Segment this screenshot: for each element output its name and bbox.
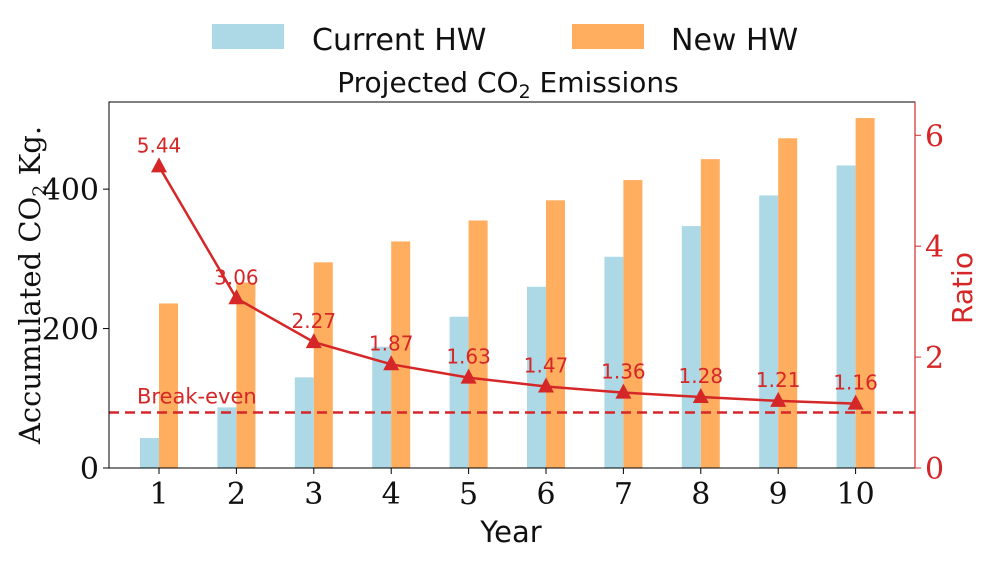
bar-new-hw-3 — [313, 262, 333, 468]
x-tick-label-5: 5 — [459, 477, 478, 512]
x-tick-label-10: 10 — [837, 477, 875, 512]
ratio-marker-year-5 — [460, 368, 477, 384]
bar-current-hw-1 — [140, 438, 159, 468]
bar-current-hw-8 — [681, 226, 701, 468]
legend-label-current-hw: Current HW — [312, 23, 486, 58]
y2-tick-label-6: 6 — [925, 119, 944, 154]
x-axis-label: Year — [479, 515, 541, 549]
x-tick-label-4: 4 — [382, 477, 401, 512]
ratio-marker-year-6 — [538, 377, 554, 393]
bar-current-hw-10 — [836, 165, 856, 468]
ratio-marker-year-4 — [383, 355, 400, 371]
bar-current-hw-6 — [527, 286, 546, 468]
x-tick-label-6: 6 — [536, 477, 555, 512]
bar-new-hw-8 — [700, 159, 720, 468]
ratio-data-label-year-8: 1.28 — [679, 364, 724, 388]
y2-axis-label: Ratio — [946, 252, 979, 324]
ratio-data-label-year-7: 1.36 — [601, 360, 646, 384]
bar-new-hw-6 — [546, 200, 565, 468]
x-tick-label-9: 9 — [769, 477, 788, 512]
ratio-line — [157, 165, 856, 405]
y-axis-left: 0 200 400 — [42, 173, 109, 487]
x-tick-label-7: 7 — [614, 477, 633, 512]
ratio-data-label-year-1: 5.44 — [137, 133, 182, 157]
ratio-marker-year-2 — [228, 289, 245, 305]
ratio-marker-year-8 — [692, 388, 709, 404]
bar-new-hw-10 — [855, 118, 875, 468]
bars-group — [140, 118, 875, 468]
bar-current-hw-9 — [759, 195, 779, 468]
ratio-data-label-year-6: 1.47 — [524, 353, 569, 377]
break-even-label: Break-even — [137, 385, 257, 409]
x-tick-label-2: 2 — [227, 477, 246, 512]
bar-new-hw-7 — [623, 180, 643, 468]
y2-tick-label-2: 2 — [925, 341, 944, 376]
legend: Current HW New HW — [212, 23, 798, 58]
bar-current-hw-2 — [217, 407, 237, 468]
legend-swatch-new-hw — [572, 24, 644, 49]
y-tick-label-200: 200 — [42, 313, 99, 348]
ratio-marker-year-3 — [305, 333, 322, 349]
bar-new-hw-9 — [778, 138, 798, 468]
ratio-marker-year-9 — [770, 391, 787, 407]
x-tick-label-3: 3 — [304, 477, 323, 512]
y2-tick-label-0: 0 — [925, 452, 944, 487]
ratio-data-label-year-2: 3.06 — [214, 265, 259, 289]
ratio-marker-year-7 — [615, 383, 632, 399]
legend-swatch-current-hw — [212, 24, 284, 49]
bar-new-hw-1 — [159, 303, 178, 468]
bar-new-hw-2 — [236, 282, 256, 468]
y-tick-label-400: 400 — [42, 173, 99, 208]
y2-tick-label-4: 4 — [925, 230, 944, 265]
y-axis-right: 0 2 4 6 — [915, 119, 944, 487]
bar-current-hw-3 — [294, 377, 314, 468]
ratio-data-label-year-9: 1.21 — [756, 368, 801, 392]
legend-label-new-hw: New HW — [671, 23, 798, 58]
bar-current-hw-7 — [604, 256, 624, 468]
chart-title: Projected CO2 Emissions — [337, 66, 678, 103]
ratio-data-label-year-10: 1.16 — [833, 371, 878, 395]
ratio-data-label-year-3: 2.27 — [292, 309, 337, 333]
y-axis-label: Accumulated CO2 Kg. — [13, 126, 51, 445]
x-tick-label-8: 8 — [691, 477, 710, 512]
ratio-data-label-year-5: 1.63 — [446, 345, 491, 369]
bar-current-hw-4 — [372, 346, 392, 468]
ratio-line-group: Break-even 5.44 3.06 2.27 1.87 1.63 1.47 1.36 1.… — [109, 133, 915, 414]
ratio-data-label-year-4: 1.87 — [369, 331, 414, 355]
y-tick-label-0: 0 — [80, 452, 99, 487]
x-tick-label-1: 1 — [149, 477, 168, 512]
x-axis: 1 2 3 4 5 6 7 8 9 10 — [149, 468, 875, 512]
ratio-marker-year-1 — [151, 157, 167, 173]
ratio-marker-year-10 — [847, 394, 864, 410]
bar-new-hw-5 — [468, 220, 488, 468]
bar-current-hw-5 — [449, 316, 469, 468]
